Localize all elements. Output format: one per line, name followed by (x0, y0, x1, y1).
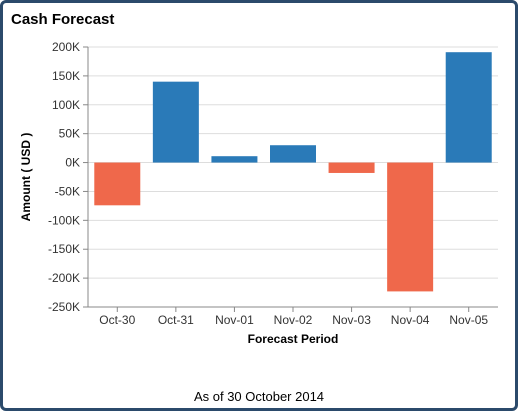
bar-nov-04[interactable] (387, 162, 434, 292)
x-tick-label: Nov-02 (274, 313, 313, 327)
gridlines (88, 46, 498, 308)
y-tick-label: 100K (52, 98, 80, 112)
bar-oct-30[interactable] (94, 162, 141, 206)
bar-nov-01[interactable] (211, 156, 258, 163)
y-tick-label: -200K (48, 271, 80, 285)
bar-nov-05[interactable] (445, 52, 492, 163)
y-axis-title: Amount ( USD ) (19, 133, 33, 222)
y-tick-label: -250K (48, 300, 80, 314)
panel-title: Cash Forecast (11, 11, 115, 28)
bar-oct-31[interactable] (152, 81, 199, 163)
axes: 200K 150K 100K 50K 0K -50K -100K -150K -200K -250… (48, 40, 498, 327)
x-axis-title: Forecast Period (248, 332, 339, 346)
x-tick-label: Nov-04 (391, 313, 430, 327)
y-tick-label: 50K (59, 127, 80, 141)
bar-nov-03[interactable] (328, 162, 375, 173)
bar-nov-02[interactable] (270, 145, 316, 163)
as-of-date: As of 30 October 2014 (193, 389, 325, 404)
y-tick-label: 200K (52, 40, 80, 54)
y-tick-label: -100K (48, 213, 80, 227)
x-tick-label: Nov-01 (215, 313, 254, 327)
y-tick-label: 150K (52, 69, 80, 83)
x-tick-label: Nov-03 (332, 313, 371, 327)
bars (94, 52, 492, 292)
y-tick-label: -50K (55, 184, 80, 198)
x-tick-label: Oct-31 (158, 313, 194, 327)
y-tick-label: 0K (65, 156, 80, 170)
x-tick-label: Oct-30 (99, 313, 135, 327)
x-tick-label: Nov-05 (449, 313, 488, 327)
y-tick-label: -150K (48, 242, 80, 256)
